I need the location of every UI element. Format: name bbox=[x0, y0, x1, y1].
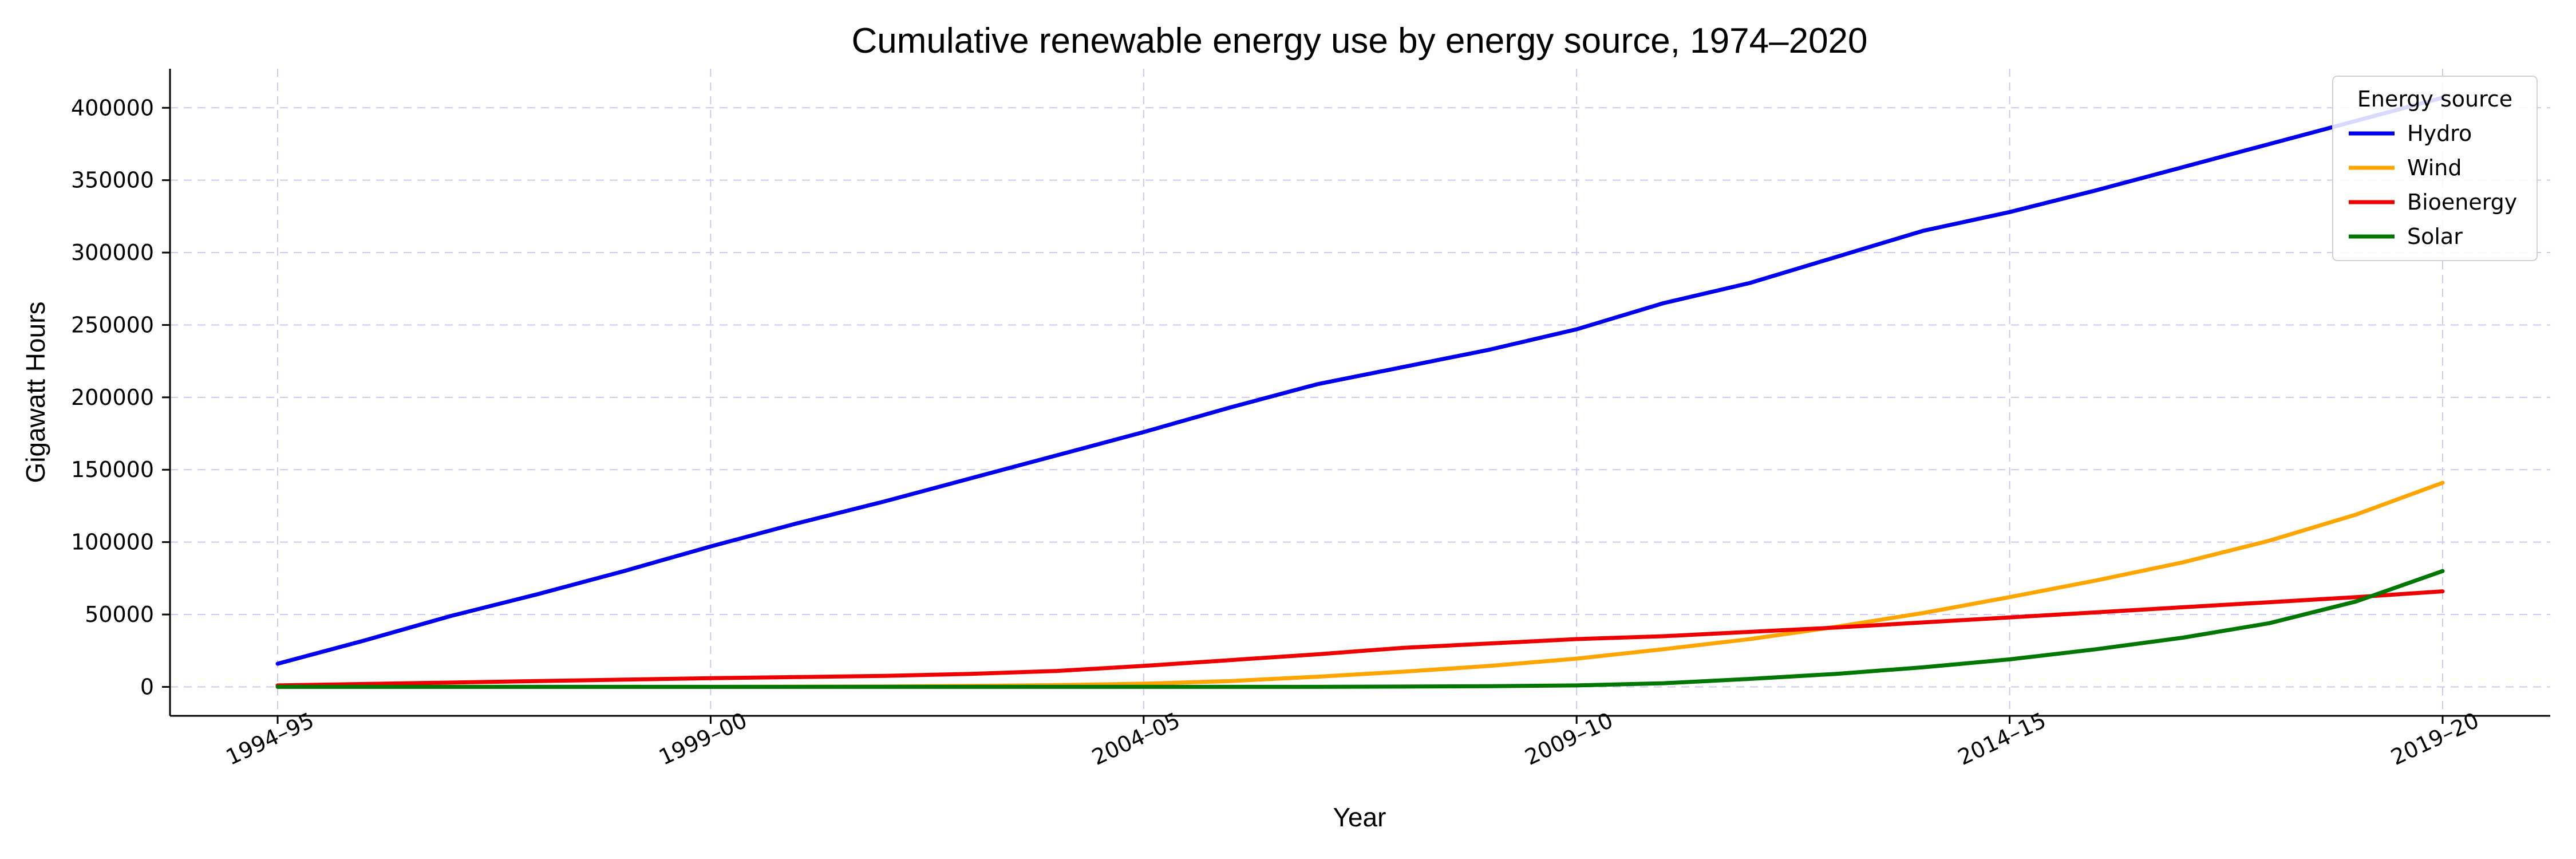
axes-layer bbox=[169, 69, 2550, 717]
grid-layer bbox=[170, 69, 2550, 716]
series-line-bioenergy bbox=[275, 589, 2445, 688]
y-tick-label: 300000 bbox=[71, 240, 154, 265]
legend-label: Hydro bbox=[2407, 121, 2472, 146]
x-tick-label: 2004–05 bbox=[1088, 708, 1184, 770]
legend: Energy source Hydro Wind Bioenergy Solar bbox=[2332, 76, 2538, 261]
y-tick-label: 150000 bbox=[71, 457, 154, 482]
series-line-wind bbox=[275, 480, 2445, 689]
legend-box bbox=[2332, 76, 2538, 261]
x-tick-label: 1994–95 bbox=[222, 708, 318, 770]
y-tick-label: 100000 bbox=[71, 530, 154, 555]
legend-items: Hydro Wind Bioenergy Solar bbox=[2349, 121, 2517, 249]
x-tick-label: 2019–20 bbox=[2387, 708, 2483, 770]
ticks-layer: 0 50000 100000 150000 200000 250000 300000 3500… bbox=[71, 95, 2483, 770]
series-line-solar bbox=[275, 569, 2445, 689]
y-tick-label: 400000 bbox=[71, 95, 154, 120]
y-tick-label: 50000 bbox=[85, 602, 154, 627]
y-tick-label: 0 bbox=[140, 674, 154, 699]
series-layer bbox=[275, 96, 2445, 689]
chart-title: Cumulative renewable energy use by energ… bbox=[851, 21, 1867, 61]
x-tick-label: 2009–10 bbox=[1521, 708, 1617, 770]
y-axis-label: Gigawatt Hours bbox=[21, 301, 50, 483]
y-tick-label: 350000 bbox=[71, 168, 154, 193]
x-tick-label: 2014–15 bbox=[1954, 708, 2049, 770]
y-tick-label: 250000 bbox=[71, 312, 154, 337]
legend-label: Bioenergy bbox=[2407, 190, 2517, 215]
legend-title: Energy source bbox=[2357, 86, 2512, 112]
legend-label: Solar bbox=[2407, 224, 2463, 249]
x-axis-label: Year bbox=[1333, 802, 1386, 832]
y-tick-label: 200000 bbox=[71, 385, 154, 410]
series-line-hydro bbox=[275, 96, 2445, 666]
x-tick-label: 1999–00 bbox=[655, 708, 750, 770]
legend-label: Wind bbox=[2407, 155, 2462, 180]
